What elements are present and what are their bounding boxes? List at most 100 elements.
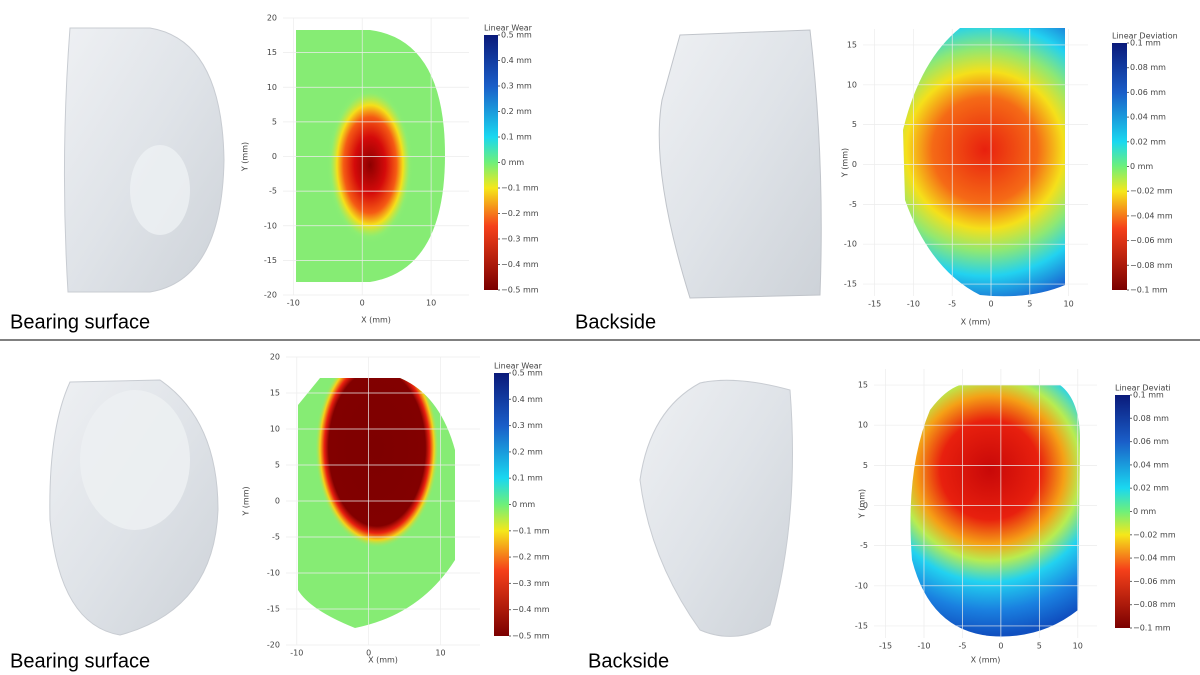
x-tick-label: 0 bbox=[988, 300, 993, 309]
y-tick-label: -15 bbox=[855, 621, 868, 630]
x-tick-label: 0 bbox=[998, 642, 1003, 651]
colorbar-tick-label: −0.08 mm bbox=[1130, 261, 1173, 270]
colorbar-tick-label: 0 mm bbox=[1133, 507, 1156, 516]
heat-map bbox=[903, 28, 1065, 297]
colorbar-tick-label: 0.5 mm bbox=[512, 369, 543, 378]
x-tick-label: -5 bbox=[958, 642, 966, 651]
colorbar-tick-label: −0.06 mm bbox=[1130, 236, 1173, 245]
colorbar-tick-label: 0.1 mm bbox=[501, 133, 532, 142]
colorbar-title: Linear Wear bbox=[484, 24, 533, 33]
x-axis-label: X (mm) bbox=[971, 656, 1001, 665]
colorbar-tick-label: 0.3 mm bbox=[512, 421, 543, 430]
y-tick-label: -5 bbox=[849, 200, 857, 209]
x-tick-label: -10 bbox=[907, 300, 920, 309]
y-tick-label: 15 bbox=[267, 48, 277, 57]
colorbar-tick-label: −0.2 mm bbox=[512, 553, 550, 562]
colorbar-tick-label: −0.4 mm bbox=[501, 260, 539, 269]
y-tick-label: 10 bbox=[858, 421, 868, 430]
colorbar-title: Linear Deviation bbox=[1112, 32, 1178, 41]
y-tick-label: 15 bbox=[847, 40, 857, 49]
colorbar-tick-label: 0.4 mm bbox=[512, 395, 543, 404]
colorbar-tick-label: 0.5 mm bbox=[501, 31, 532, 40]
colorbar-tick-label: −0.5 mm bbox=[512, 632, 550, 641]
x-tick-label: 0 bbox=[360, 299, 365, 308]
colorbar-tick-label: 0.08 mm bbox=[1133, 414, 1169, 423]
heat-map bbox=[298, 378, 455, 628]
colorbar-tick-label: 0 mm bbox=[512, 500, 535, 509]
y-tick-label: -5 bbox=[860, 541, 868, 550]
colorbar-tick-label: −0.1 mm bbox=[512, 526, 550, 535]
colorbar-tick-label: −0.1 mm bbox=[1130, 286, 1168, 295]
colorbar-tick-label: 0.02 mm bbox=[1130, 137, 1166, 146]
heat-map bbox=[910, 385, 1080, 637]
colorbar-title: Linear Wear bbox=[494, 362, 543, 371]
colorbar-tick-label: −0.02 mm bbox=[1133, 530, 1176, 539]
colorbar-tick-label: −0.5 mm bbox=[501, 286, 539, 295]
colorbar-tick-label: 0.06 mm bbox=[1133, 437, 1169, 446]
colorbar-tick-label: −0.3 mm bbox=[512, 579, 550, 588]
y-tick-label: 10 bbox=[270, 425, 280, 434]
y-tick-label: 15 bbox=[858, 381, 868, 390]
y-tick-label: -10 bbox=[855, 581, 868, 590]
caption: Bearing surface bbox=[10, 311, 150, 333]
colorbar bbox=[484, 35, 498, 290]
y-tick-label: -20 bbox=[264, 291, 277, 300]
colorbar bbox=[1112, 43, 1127, 290]
y-tick-label: -10 bbox=[844, 240, 857, 249]
y-tick-label: 0 bbox=[272, 152, 277, 161]
x-axis-label: X (mm) bbox=[368, 656, 398, 665]
colorbar-tick-label: 0 mm bbox=[1130, 162, 1153, 171]
colorbar-tick-label: 0.02 mm bbox=[1133, 484, 1169, 493]
y-tick-label: 5 bbox=[275, 461, 280, 470]
colorbar-tick-label: −0.3 mm bbox=[501, 235, 539, 244]
colorbar-tick-label: 0.04 mm bbox=[1133, 460, 1169, 469]
x-tick-label: -10 bbox=[287, 299, 300, 308]
y-tick-label: -10 bbox=[267, 569, 280, 578]
y-tick-label: -5 bbox=[272, 533, 280, 542]
colorbar bbox=[1115, 395, 1130, 628]
photo-detail bbox=[80, 390, 190, 530]
y-axis-label: Y (mm) bbox=[841, 148, 850, 178]
x-tick-label: 10 bbox=[1064, 300, 1074, 309]
caption: Backside bbox=[575, 311, 656, 333]
y-axis-label: Y (mm) bbox=[241, 142, 250, 172]
x-tick-label: -5 bbox=[948, 300, 956, 309]
colorbar-tick-label: 0.2 mm bbox=[512, 447, 543, 456]
y-tick-label: 5 bbox=[852, 120, 857, 129]
y-tick-label: -15 bbox=[844, 280, 857, 289]
y-tick-label: -10 bbox=[264, 221, 277, 230]
colorbar-tick-label: −0.2 mm bbox=[501, 209, 539, 218]
colorbar-tick-label: 0.4 mm bbox=[501, 56, 532, 65]
y-tick-label: 10 bbox=[847, 80, 857, 89]
heat-map bbox=[296, 30, 445, 282]
y-tick-label: 0 bbox=[852, 160, 857, 169]
colorbar-tick-label: −0.04 mm bbox=[1133, 554, 1176, 563]
colorbar-tick-label: 0.2 mm bbox=[501, 107, 532, 116]
colorbar-tick-label: −0.4 mm bbox=[512, 605, 550, 614]
colorbar-tick-label: 0.08 mm bbox=[1130, 63, 1166, 72]
colorbar bbox=[494, 373, 509, 636]
colorbar-tick-label: −0.04 mm bbox=[1130, 211, 1173, 220]
y-tick-label: -5 bbox=[269, 187, 277, 196]
x-tick-label: 0 bbox=[366, 649, 371, 658]
colorbar-tick-label: 0.1 mm bbox=[512, 474, 543, 483]
colorbar-tick-label: −0.02 mm bbox=[1130, 187, 1173, 196]
y-tick-label: 5 bbox=[272, 117, 277, 126]
y-tick-label: 0 bbox=[863, 501, 868, 510]
colorbar-tick-label: 0.1 mm bbox=[1133, 391, 1164, 400]
photo bbox=[639, 379, 793, 637]
colorbar-tick-label: 0.1 mm bbox=[1130, 39, 1161, 48]
caption: Backside bbox=[588, 650, 669, 672]
y-tick-label: 15 bbox=[270, 389, 280, 398]
x-tick-label: -15 bbox=[879, 642, 892, 651]
colorbar-tick-label: 0.06 mm bbox=[1130, 88, 1166, 97]
colorbar-tick-label: 0 mm bbox=[501, 158, 524, 167]
y-tick-label: -15 bbox=[264, 256, 277, 265]
y-tick-label: 0 bbox=[275, 497, 280, 506]
colorbar-tick-label: −0.1 mm bbox=[1133, 624, 1171, 633]
x-tick-label: -15 bbox=[868, 300, 881, 309]
y-axis-label: Y (mm) bbox=[242, 486, 251, 516]
x-tick-label: 10 bbox=[426, 299, 436, 308]
y-tick-label: -15 bbox=[267, 605, 280, 614]
